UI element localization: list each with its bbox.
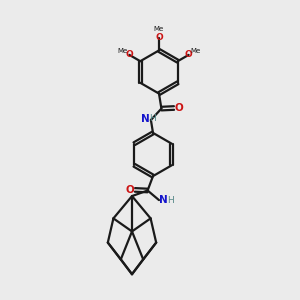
Text: O: O [155, 33, 163, 42]
Text: N: N [159, 195, 168, 205]
Text: O: O [125, 185, 134, 195]
Text: N: N [141, 114, 150, 124]
Text: H: H [167, 196, 173, 205]
Text: O: O [175, 103, 184, 113]
Text: O: O [185, 50, 193, 59]
Text: Me: Me [191, 48, 201, 54]
Text: O: O [125, 50, 133, 59]
Text: Me: Me [117, 48, 127, 54]
Text: Me: Me [154, 26, 164, 32]
Text: H: H [149, 114, 155, 123]
